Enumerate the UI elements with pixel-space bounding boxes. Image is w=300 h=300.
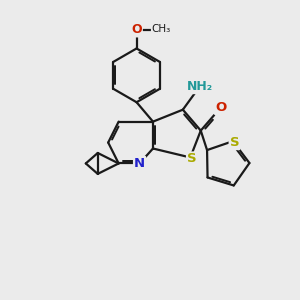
Text: NH₂: NH₂ (187, 80, 213, 93)
Text: S: S (187, 152, 196, 166)
Text: O: O (215, 101, 226, 114)
Text: CH₃: CH₃ (152, 24, 171, 34)
Text: S: S (230, 136, 239, 149)
Text: O: O (131, 23, 142, 37)
Text: N: N (134, 157, 145, 170)
